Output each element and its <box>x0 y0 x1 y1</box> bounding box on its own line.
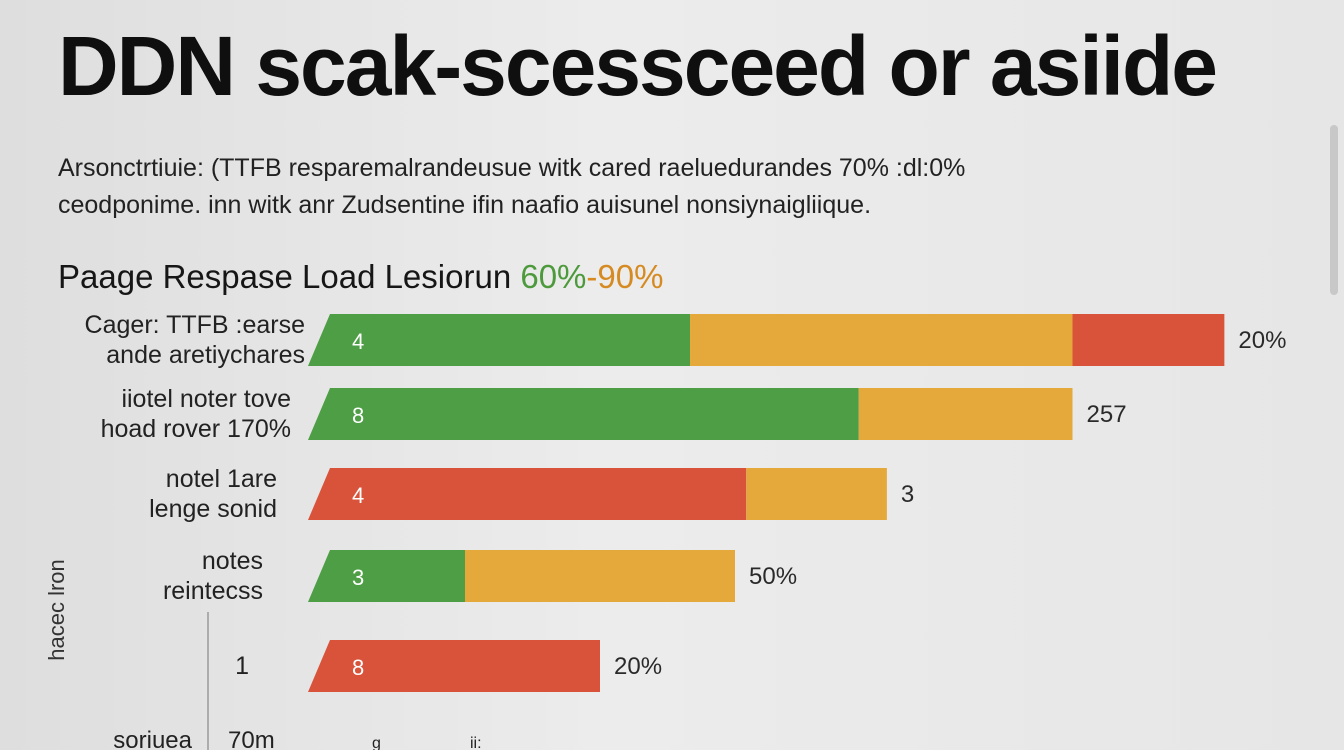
bar-value-label: 257 <box>1087 401 1127 428</box>
category-label: lenge sonid <box>149 495 277 523</box>
description: Arsonctrtiuie: (TTFB resparemalrandeusue… <box>58 150 1208 224</box>
bar-inner-label: 8 <box>352 655 364 680</box>
bar-segment <box>465 550 735 602</box>
category-label: notes <box>202 547 263 575</box>
x-tick-label: ii: <box>470 735 482 750</box>
subtitle-accent-orange: -90% <box>586 258 664 295</box>
x-tick-label: soriuea <box>113 727 192 750</box>
bar-segment <box>858 388 1073 440</box>
subtitle-main: Paage Respase Load Lesiorun <box>58 258 521 295</box>
bar-inner-label: 4 <box>352 329 364 354</box>
page-title: DDN scak-scessceed or asiide <box>58 19 1218 113</box>
bar-value-label: 3 <box>901 481 914 508</box>
bar-segment <box>308 388 859 440</box>
subtitle-accent-green: 60% <box>520 258 587 295</box>
scrollbar[interactable] <box>1330 125 1338 295</box>
description-line-2: ceodponime. inn witk anr Zudsentine ifin… <box>58 191 872 219</box>
category-label: iiotel noter tove <box>121 385 291 413</box>
y-axis-label: hacec lron <box>44 559 69 661</box>
category-label: 1 <box>235 652 249 680</box>
bar-inner-label: 3 <box>352 565 364 590</box>
category-label: notel 1are <box>166 465 277 493</box>
description-line-1: Arsonctrtiuie: (TTFB resparemalrandeusue… <box>58 154 966 182</box>
chart-subtitle: Paage Respase Load Lesiorun 60%-90% <box>58 258 663 296</box>
bar-inner-label: 8 <box>352 403 364 428</box>
bar-segment <box>308 468 747 520</box>
bar-segment <box>690 314 1073 366</box>
bar-segment <box>746 468 887 520</box>
bar-value-label: 20% <box>614 653 662 680</box>
category-label: Cager: TTFB :earse <box>85 311 305 339</box>
bar-inner-label: 4 <box>352 483 364 508</box>
category-label: ande aretiychares <box>106 341 305 369</box>
bar-segment <box>308 640 600 692</box>
bar-value-label: 50% <box>749 563 797 590</box>
bar-value-label: 20% <box>1238 327 1286 354</box>
bar-segment <box>308 314 690 366</box>
bar-segment <box>308 550 465 602</box>
bar-segment <box>1072 314 1225 366</box>
x-tick-label: 70m <box>228 727 275 750</box>
x-tick-label: g <box>372 735 381 750</box>
category-label: hoad rover 170% <box>101 415 291 443</box>
category-label: reintecss <box>163 577 263 605</box>
